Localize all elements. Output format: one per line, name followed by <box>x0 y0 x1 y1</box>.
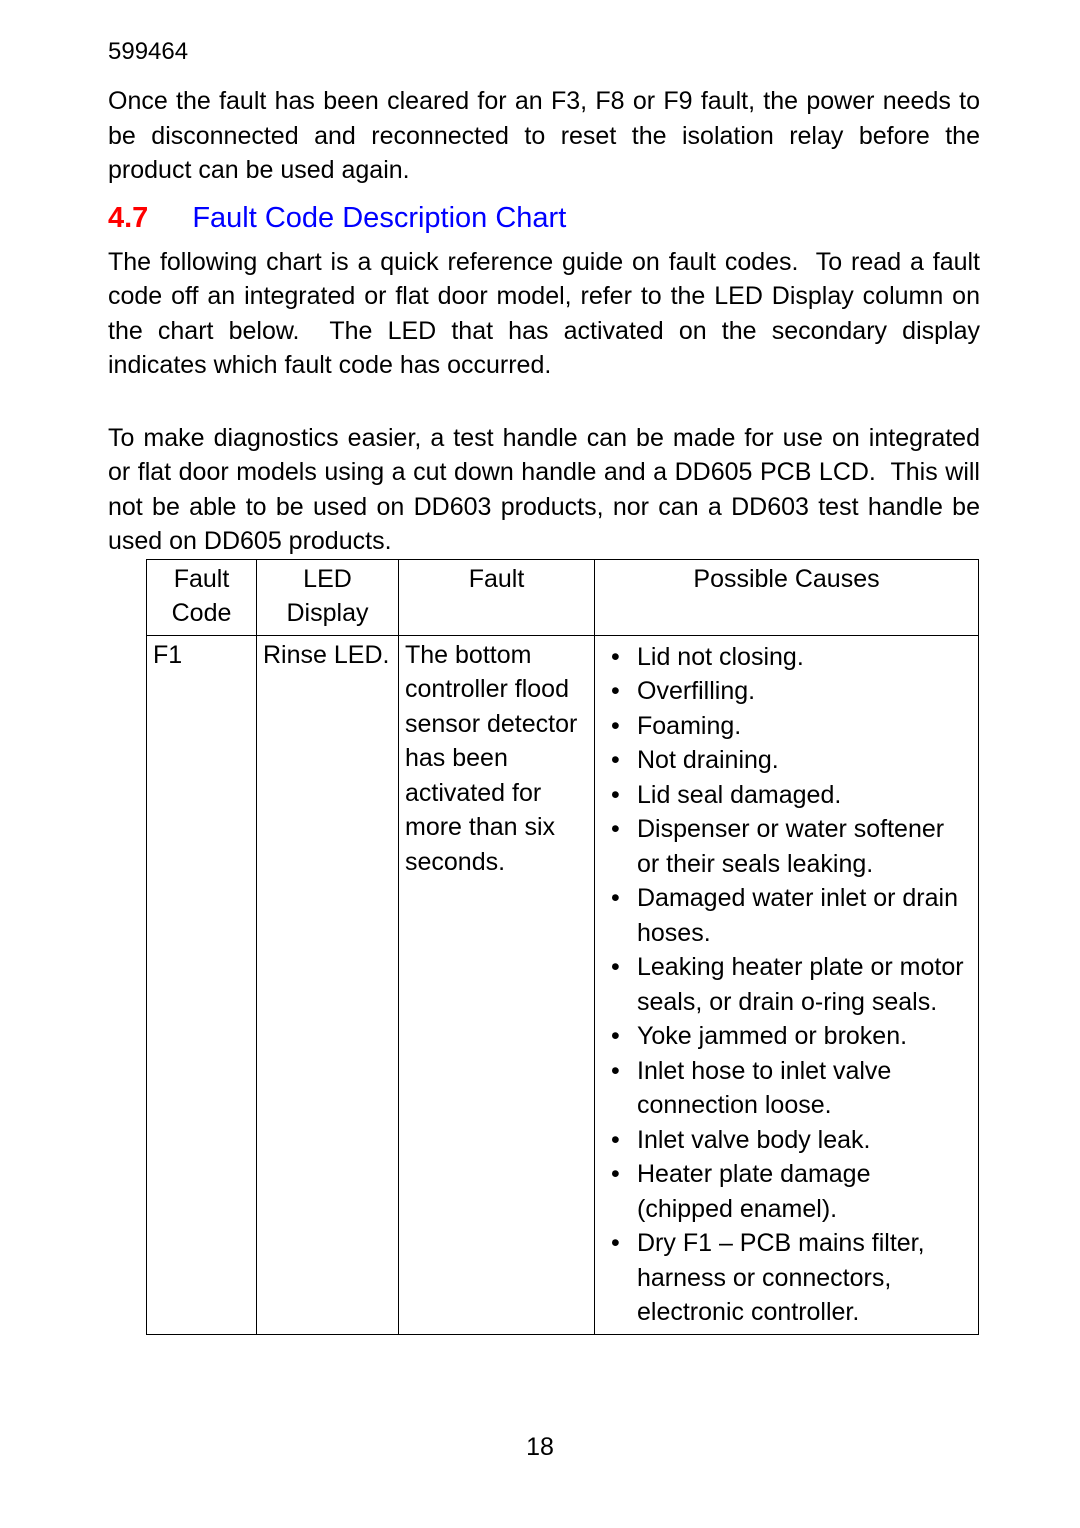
fault-code-table: Fault Code LED Display Fault Possible Ca… <box>146 559 979 1335</box>
list-item: Dispenser or water softener or their sea… <box>611 812 968 881</box>
header-text: Fault <box>174 565 230 593</box>
cell-fault-code: F1 <box>147 635 257 1334</box>
list-item: Not draining. <box>611 743 968 778</box>
cell-possible-causes: Lid not closing. Overfilling. Foaming. N… <box>595 635 979 1334</box>
section-heading: 4.7 Fault Code Description Chart <box>108 202 980 235</box>
document-id: 599464 <box>108 38 980 66</box>
header-text: Display <box>287 599 369 627</box>
intro-paragraph: Once the fault has been cleared for an F… <box>108 84 980 188</box>
list-item: Lid seal damaged. <box>611 778 968 813</box>
section-title: Fault Code Description Chart <box>192 202 566 234</box>
header-fault: Fault <box>399 559 595 635</box>
list-item: Inlet valve body leak. <box>611 1123 968 1158</box>
header-text: Code <box>172 599 232 627</box>
cell-led-display: Rinse LED. <box>257 635 399 1334</box>
header-possible-causes: Possible Causes <box>595 559 979 635</box>
header-fault-code: Fault Code <box>147 559 257 635</box>
list-item: Leaking heater plate or motor seals, or … <box>611 950 968 1019</box>
paragraph-2: To make diagnostics easier, a test handl… <box>108 421 980 559</box>
table-header-row: Fault Code LED Display Fault Possible Ca… <box>147 559 979 635</box>
cell-fault-desc: The bottom controller flood sensor detec… <box>399 635 595 1334</box>
list-item: Foaming. <box>611 709 968 744</box>
list-item: Lid not closing. <box>611 640 968 675</box>
paragraph-1: The following chart is a quick reference… <box>108 245 980 383</box>
list-item: Damaged water inlet or drain hoses. <box>611 881 968 950</box>
list-item: Heater plate damage (chipped enamel). <box>611 1157 968 1226</box>
list-item: Overfilling. <box>611 674 968 709</box>
page: 599464 Once the fault has been cleared f… <box>0 0 1080 1528</box>
header-led-display: LED Display <box>257 559 399 635</box>
section-number: 4.7 <box>108 202 148 234</box>
list-item: Dry F1 – PCB mains filter, harness or co… <box>611 1226 968 1330</box>
list-item: Yoke jammed or broken. <box>611 1019 968 1054</box>
paragraph-gap <box>108 393 980 421</box>
page-number: 18 <box>0 1433 1080 1462</box>
list-item: Inlet hose to inlet valve connection loo… <box>611 1054 968 1123</box>
table-row: F1 Rinse LED. The bottom controller floo… <box>147 635 979 1334</box>
causes-list: Lid not closing. Overfilling. Foaming. N… <box>601 640 972 1330</box>
header-text: LED <box>303 565 352 593</box>
